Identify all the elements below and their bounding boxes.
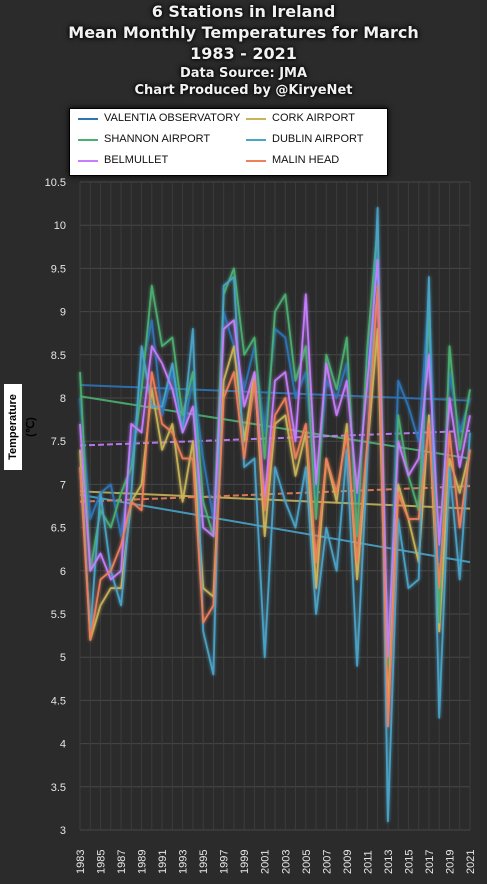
trend-line	[79, 429, 471, 447]
series-line	[79, 206, 471, 823]
legend-label: SHANNON AIRPORT	[104, 133, 211, 145]
x-tick-label: 2011	[362, 850, 374, 874]
legend-swatch	[78, 160, 98, 162]
y-tick-label: 9.5	[51, 263, 66, 275]
y-tick-label: 3	[60, 825, 66, 837]
chart-legend: VALENTIA OBSERVATORY CORK AIRPORT SHANNO…	[69, 108, 388, 176]
x-tick-label: 1985	[96, 850, 108, 874]
legend-label: BELMULLET	[104, 154, 169, 166]
y-tick-label: 6	[60, 566, 66, 578]
series-line	[79, 284, 471, 728]
series-line	[79, 224, 471, 667]
x-tick-label: 2007	[321, 850, 333, 874]
x-tick-label: 2005	[301, 850, 313, 874]
series-lines	[79, 206, 471, 823]
y-tick-label: 3.5	[51, 782, 66, 794]
x-tick-label: 2013	[383, 850, 395, 874]
x-tick-label: 2017	[424, 850, 436, 874]
legend-label: MALIN HEAD	[272, 154, 340, 166]
grid	[79, 181, 471, 831]
x-tick-label: 2009	[342, 850, 354, 874]
trend-line	[79, 493, 471, 564]
x-tick-label: 1983	[75, 850, 87, 874]
legend-swatch	[246, 160, 266, 162]
y-tick-label: 4	[60, 739, 66, 751]
x-tick-label: 1989	[137, 850, 149, 874]
y-tick-label: 8	[60, 393, 66, 405]
x-tick-label: 2019	[444, 850, 456, 874]
y-tick-label: 8.5	[51, 350, 66, 362]
y-tick-label: 10	[54, 220, 66, 232]
x-tick-label: 1999	[239, 850, 251, 874]
chart-subtitle: Mean Monthly Temperatures for March	[68, 23, 419, 42]
legend-swatch	[246, 139, 266, 141]
y-tick-label: 9	[60, 307, 66, 319]
trend-line	[79, 485, 471, 503]
x-tick-label: 1993	[178, 850, 190, 874]
data-source-note: Data Source: JMA	[179, 66, 308, 81]
legend-swatch	[78, 139, 98, 141]
x-tick-label: 2001	[260, 850, 272, 874]
x-tick-label: 1991	[157, 850, 169, 874]
y-tick-label: 5.5	[51, 609, 66, 621]
legend-swatch	[78, 118, 98, 120]
y-tick-label: 6.5	[51, 523, 66, 535]
legend-label: CORK AIRPORT	[272, 112, 355, 124]
x-tick-label: 2003	[280, 850, 292, 874]
legend-label: VALENTIA OBSERVATORY	[104, 112, 241, 124]
y-tick-label: 5	[60, 652, 66, 664]
legend-swatch	[246, 118, 266, 120]
x-tick-label: 1995	[198, 850, 210, 874]
chart-title: 6 Stations in Ireland	[151, 2, 336, 21]
y-tick-label: 7	[60, 479, 66, 491]
chart-credit: Chart Produced by @KiryeNet	[134, 83, 353, 98]
x-tick-labels: 1983 1985 1987 1989 1991 1993 1995 1997 1999 2001…	[75, 850, 477, 874]
legend-label: DUBLIN AIRPORT	[272, 133, 364, 145]
series-line	[79, 258, 471, 659]
y-tick-label: 10.5	[45, 177, 66, 189]
y-tick-label: 4.5	[51, 695, 66, 707]
y-tick-label: 7.5	[51, 436, 66, 448]
y-tick-labels: 3 3.5 4 4.5 5 5.5 6 6.5 7 7.5 8 8.5 9 9.5 10 10.5	[45, 177, 66, 837]
x-tick-label: 1987	[116, 850, 128, 874]
x-tick-label: 2021	[465, 850, 477, 874]
x-tick-label: 2015	[403, 850, 415, 874]
chart-years-range: 1983 - 2021	[190, 44, 297, 63]
x-tick-label: 1997	[219, 850, 231, 874]
